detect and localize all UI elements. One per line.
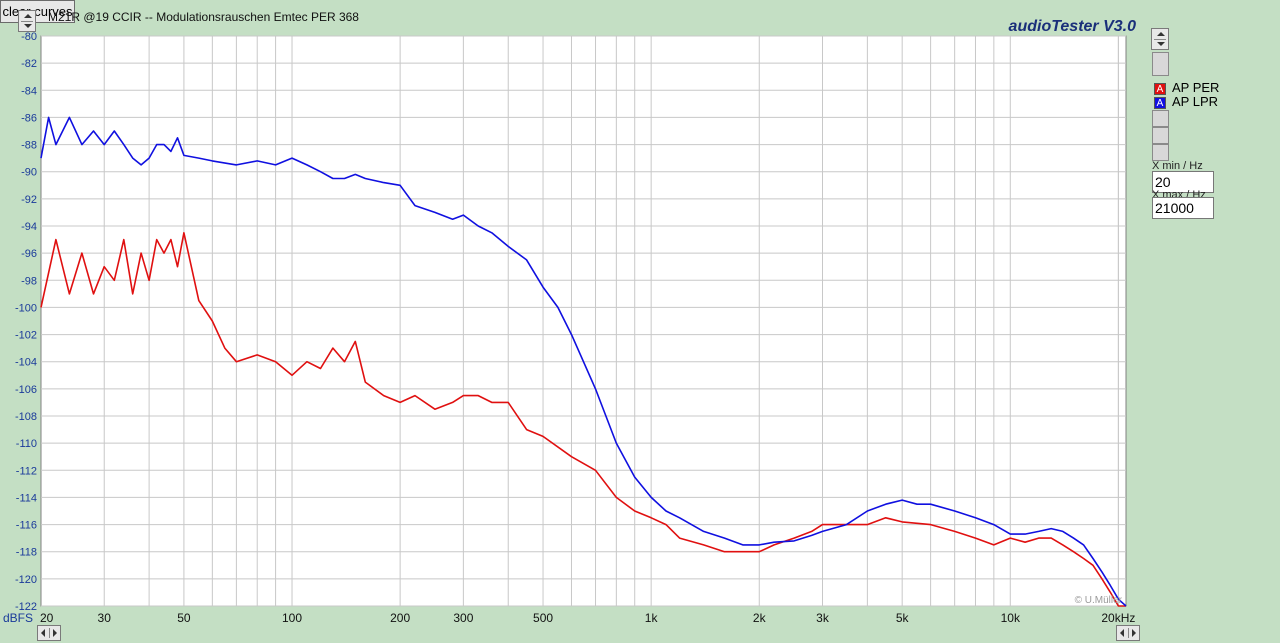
x-tick-label: 5k: [896, 611, 910, 625]
xmin-label: X min / Hz: [1152, 160, 1203, 172]
y-tick-label: -102: [15, 330, 37, 342]
curve-slot-4[interactable]: [1152, 110, 1169, 127]
y-tick-label: -84: [21, 85, 37, 97]
x-tick-label: 50: [177, 611, 191, 625]
xmax-input[interactable]: [1152, 197, 1214, 219]
y-tick-label: -88: [21, 140, 37, 152]
x-tick-label: 3k: [816, 611, 830, 625]
curve-slot-5[interactable]: [1152, 127, 1169, 144]
legend-marker-per: A: [1154, 82, 1166, 95]
series-line-ap-per: [40, 232, 1126, 607]
y-tick-label: -116: [16, 520, 37, 532]
x-tick-label: 200: [390, 611, 410, 625]
y-tick-label: -112: [16, 465, 37, 477]
x-tick-label: 100: [282, 611, 302, 625]
curve-slot-6[interactable]: [1152, 144, 1169, 161]
y-tick-label: -104: [15, 357, 37, 369]
legend-item-ap-per[interactable]: A AP PER: [1154, 80, 1220, 95]
y-tick-label: -120: [15, 574, 37, 586]
plot-area: [40, 35, 1127, 607]
series-line-ap-lpr: [40, 116, 1127, 607]
x-tick-label: 2k: [753, 611, 767, 625]
y-tick-label: -114: [16, 492, 37, 504]
curve-select-spinner[interactable]: [1151, 28, 1169, 50]
title-scroll-spinner[interactable]: [18, 10, 36, 32]
y-tick-label: -94: [21, 221, 37, 233]
x-tick-label: 20: [40, 611, 54, 625]
y-tick-label: -100: [15, 302, 37, 314]
x-scroll-spinner[interactable]: [1116, 625, 1140, 641]
y-tick-label: -118: [16, 547, 37, 559]
y-tick-label: -80: [21, 31, 37, 43]
y-tick-label: -82: [21, 58, 37, 70]
chart-title: M21R @19 CCIR -- Modulationsrauschen Emt…: [48, 10, 359, 24]
x-tick-label: 30: [98, 611, 112, 625]
y-tick-label: -86: [21, 112, 37, 124]
curve-slot-1[interactable]: [1152, 52, 1169, 76]
legend-item-ap-lpr[interactable]: A AP LPR: [1154, 94, 1219, 109]
y-tick-label: -106: [15, 384, 37, 396]
y-tick-label: -96: [21, 248, 37, 260]
y-tick-label: -110: [16, 438, 37, 450]
y-scroll-spinner[interactable]: [37, 625, 61, 641]
x-tick-label: 300: [453, 611, 473, 625]
x-tick-label: 1k: [645, 611, 659, 625]
xmin-input[interactable]: [1152, 171, 1214, 193]
y-tick-label: -90: [21, 167, 37, 179]
x-tick-label: 10k: [1001, 611, 1021, 625]
legend-label-lpr: AP LPR: [1172, 94, 1219, 109]
y-axis-label: dBFS: [3, 611, 33, 625]
y-tick-label: -98: [21, 275, 37, 287]
y-tick-label: -108: [15, 411, 37, 423]
x-tick-label: 500: [533, 611, 553, 625]
legend-marker-lpr: A: [1154, 96, 1166, 109]
copyright-text: © U.Müller: [1075, 595, 1123, 606]
y-tick-label: -122: [15, 601, 37, 613]
app-brand: audioTester V3.0: [1008, 18, 1136, 35]
legend-label-per: AP PER: [1172, 80, 1220, 95]
chart-svg: -80 -82 -84 -86 -88 -90 -92 -94 -96 -98 -100 -102 -1…: [3, 31, 1135, 625]
x-tick-label: 20kHz: [1101, 611, 1135, 625]
y-tick-label: -92: [21, 194, 37, 206]
